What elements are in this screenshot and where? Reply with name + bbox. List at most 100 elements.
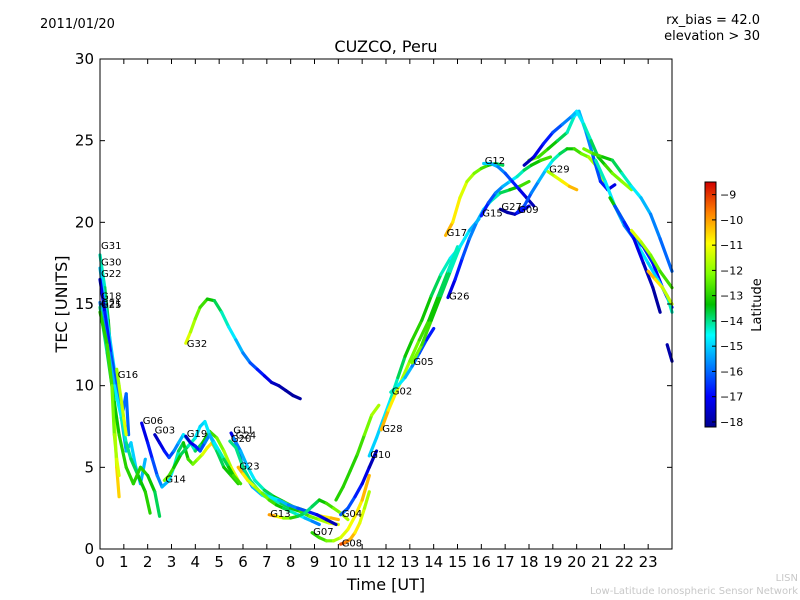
rx-bias-text: rx_bias = 42.0 xyxy=(666,13,760,28)
x-tick-label: 15 xyxy=(448,553,467,571)
satellite-label: G20 xyxy=(231,434,251,445)
satellite-label: G23 xyxy=(239,462,259,473)
track-segment xyxy=(308,514,321,522)
track-segment xyxy=(541,130,555,146)
x-tick-label: 3 xyxy=(167,553,177,571)
track-segment xyxy=(310,519,321,527)
track-segment xyxy=(551,122,565,135)
track-segment xyxy=(648,253,662,273)
track-segment xyxy=(231,473,243,486)
satellite-track xyxy=(310,473,371,543)
colorbar-label: Latitude xyxy=(750,278,765,332)
colorbar-tick-label: −10 xyxy=(720,214,743,227)
track-segment xyxy=(582,147,595,156)
satellite-track xyxy=(646,269,674,306)
track-segment xyxy=(439,269,452,298)
chart-title: CUZCO, Peru xyxy=(334,37,437,56)
track-segment xyxy=(172,452,183,469)
track-segment xyxy=(239,449,250,469)
x-tick-label: 18 xyxy=(519,553,538,571)
track-segment xyxy=(386,392,398,412)
track-segment xyxy=(260,491,271,502)
track-segment xyxy=(446,277,457,300)
track-segment xyxy=(138,465,150,478)
x-tick-label: 23 xyxy=(639,553,658,571)
track-segment xyxy=(520,204,531,213)
track-segment xyxy=(410,351,421,368)
track-segment xyxy=(348,452,359,473)
track-segment xyxy=(358,506,367,525)
track-segment xyxy=(494,184,505,195)
track-segment xyxy=(277,498,290,507)
track-segment xyxy=(651,286,662,314)
track-segment xyxy=(396,354,407,380)
satellite-label: G22 xyxy=(101,269,121,280)
track-segment xyxy=(536,147,550,159)
satellite-label: G07 xyxy=(313,527,333,538)
track-segment xyxy=(155,473,164,489)
track-segment xyxy=(565,114,576,135)
y-tick-label: 15 xyxy=(75,295,94,313)
track-segment xyxy=(341,469,352,489)
track-segment xyxy=(494,161,505,167)
track-segment xyxy=(179,444,190,456)
track-segment xyxy=(112,400,121,437)
track-segment xyxy=(184,330,193,345)
track-segment xyxy=(270,498,283,505)
satellite-label: G30 xyxy=(101,257,121,268)
track-segment xyxy=(222,449,233,469)
track-segment xyxy=(496,165,507,175)
colorbar-ticks: −9 −10 −11 −12 −13 −14 −15 −16 −17 −18 xyxy=(712,189,743,429)
track-segment xyxy=(115,367,121,388)
credit-line2: Low-Latitude Ionospheric Sensor Network xyxy=(590,586,798,597)
satellite-track xyxy=(267,498,350,522)
track-segment xyxy=(658,269,674,290)
track-segment xyxy=(234,446,245,469)
track-segment xyxy=(362,413,374,437)
track-segment xyxy=(639,240,653,257)
track-segment xyxy=(610,158,624,175)
satellite-label: G09 xyxy=(518,205,538,216)
track-segment xyxy=(355,433,367,456)
track-segment xyxy=(160,478,171,489)
satellite-track xyxy=(236,465,321,527)
x-tick-label: 14 xyxy=(424,553,443,571)
track-segment xyxy=(658,237,674,273)
track-segment xyxy=(646,269,657,282)
x-tick-label: 12 xyxy=(376,553,395,571)
satellite-label: G12 xyxy=(485,156,505,167)
track-segment xyxy=(379,408,390,432)
track-segment xyxy=(105,343,114,388)
track-segment xyxy=(436,269,450,298)
satellite-label: G14 xyxy=(165,475,185,486)
x-tick-label: 13 xyxy=(400,553,419,571)
track-segment xyxy=(582,122,593,143)
track-segment xyxy=(555,130,569,143)
track-segment xyxy=(629,228,643,244)
track-segment xyxy=(465,171,476,184)
track-segment xyxy=(198,297,209,309)
satellite-label: G28 xyxy=(382,424,402,435)
track-segment xyxy=(112,433,119,461)
track-segment xyxy=(444,220,455,237)
track-segment xyxy=(367,449,379,469)
track-segment xyxy=(486,191,498,205)
track-segment xyxy=(215,436,226,453)
track-segment xyxy=(641,261,655,290)
track-segment xyxy=(248,361,259,371)
colorbar: −9 −10 −11 −12 −13 −14 −15 −16 −17 −18 Latitude xyxy=(704,181,765,429)
track-segment xyxy=(410,343,424,365)
y-axis-label: TEC [UNITS] xyxy=(52,256,71,354)
track-segment xyxy=(591,152,605,159)
satellite-label: G25 xyxy=(101,300,121,311)
satellite-track xyxy=(522,109,634,192)
satellite-track xyxy=(444,161,505,237)
track-segment xyxy=(246,465,257,482)
track-segment xyxy=(532,142,545,159)
satellite-track xyxy=(98,310,121,478)
track-segment xyxy=(522,155,536,167)
track-segment xyxy=(124,441,133,461)
satellite-label: G16 xyxy=(118,370,138,381)
track-segment xyxy=(382,397,393,420)
